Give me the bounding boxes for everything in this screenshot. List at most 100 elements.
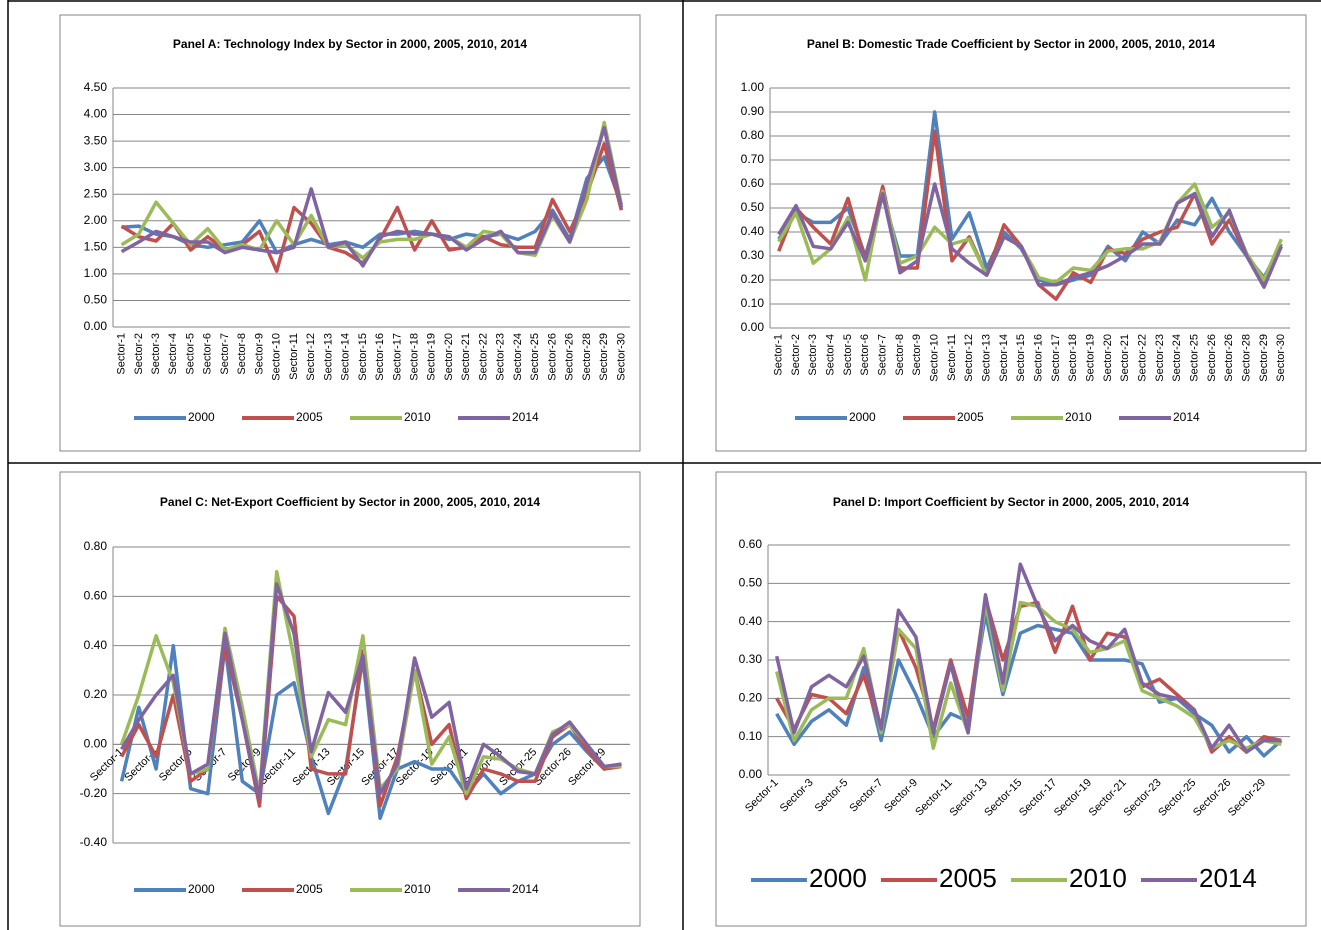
x-tick-label: Sector-11 <box>288 333 300 380</box>
x-tick-label: Sector-7 <box>877 334 889 376</box>
x-tick-label: Sector-26 <box>1223 334 1235 382</box>
y-tick-label: 0.40 <box>84 638 108 652</box>
x-tick-label: Sector-16 <box>374 333 386 381</box>
x-tick-label: Sector-19 <box>1085 334 1097 382</box>
x-tick-label: Sector-8 <box>894 334 906 376</box>
y-tick-label: 0.50 <box>84 293 108 307</box>
legend-label: 2010 <box>404 410 431 424</box>
legend-label: 2014 <box>512 882 539 896</box>
x-tick-label: Sector-29 <box>1258 334 1270 382</box>
y-tick-label: 0.40 <box>739 614 763 628</box>
x-tick-label: Sector-2 <box>133 333 145 375</box>
x-tick-label: Sector-1 <box>773 334 785 376</box>
x-tick-label: Sector-18 <box>408 333 420 381</box>
x-tick-label: Sector-3 <box>150 333 162 375</box>
x-tick-label: Sector-26 <box>1206 334 1218 382</box>
x-tick-label: Sector-10 <box>271 333 283 381</box>
y-tick-label: 0.00 <box>84 737 108 751</box>
x-tick-label: Sector-9 <box>911 334 923 376</box>
x-tick-label: Sector-2 <box>790 334 802 376</box>
y-tick-label: 1.00 <box>741 80 765 94</box>
x-tick-label: Sector-24 <box>1171 334 1183 382</box>
chart-title: Panel A: Technology Index by Sector in 2… <box>173 37 527 51</box>
y-tick-label: 0.00 <box>84 319 108 333</box>
y-tick-label: 0.00 <box>739 767 763 781</box>
x-tick-label: Sector-25 <box>529 333 541 381</box>
x-tick-label: Sector-21 <box>1119 334 1131 382</box>
y-tick-label: 0.80 <box>741 128 765 142</box>
y-tick-label: 3.00 <box>84 160 108 174</box>
x-tick-label: Sector-23 <box>495 333 507 381</box>
x-tick-label: Sector-19 <box>426 333 438 381</box>
legend-label: 2005 <box>957 410 984 424</box>
x-tick-label: Sector-3 <box>807 334 819 376</box>
legend-label: 2005 <box>939 863 997 893</box>
x-tick-label: Sector-8 <box>236 333 248 375</box>
legend-label: 2005 <box>296 410 323 424</box>
x-tick-label: Sector-28 <box>581 333 593 381</box>
y-tick-label: 0.10 <box>741 296 765 310</box>
legend-label: 2010 <box>1065 410 1092 424</box>
x-tick-label: Sector-25 <box>1189 334 1201 382</box>
x-tick-label: Sector-17 <box>391 333 403 381</box>
chart-title: Panel B: Domestic Trade Coefficient by S… <box>807 37 1216 51</box>
x-tick-label: Sector-30 <box>1275 334 1287 382</box>
y-tick-label: 1.00 <box>84 266 108 280</box>
x-tick-label: Sector-15 <box>1015 334 1027 382</box>
legend-label: 2010 <box>404 882 431 896</box>
y-tick-label: 0.10 <box>739 729 763 743</box>
x-tick-label: Sector-4 <box>167 333 179 375</box>
x-tick-label: Sector-6 <box>859 334 871 376</box>
x-tick-label: Sector-15 <box>357 333 369 381</box>
x-tick-label: Sector-28 <box>1241 334 1253 382</box>
x-tick-label: Sector-26 <box>564 333 576 381</box>
series-line <box>120 126 624 268</box>
chart-title: Panel D: Import Coefficient by Sector in… <box>833 495 1189 509</box>
x-tick-label: Sector-5 <box>842 334 854 376</box>
legend-label: 2014 <box>1173 410 1200 424</box>
x-tick-label: Sector-18 <box>1067 334 1079 382</box>
legend-label: 2014 <box>512 410 539 424</box>
y-tick-label: 0.20 <box>739 691 763 705</box>
legend-label: 2005 <box>296 882 323 896</box>
x-tick-label: Sector-7 <box>219 333 231 375</box>
y-tick-label: 0.50 <box>741 200 765 214</box>
x-tick-label: Sector-14 <box>998 334 1010 382</box>
x-tick-label: Sector-21 <box>460 333 472 381</box>
series-line <box>774 562 1282 754</box>
y-tick-label: 0.70 <box>741 152 765 166</box>
y-tick-label: 2.00 <box>84 213 108 227</box>
chart-area <box>59 14 641 452</box>
x-tick-label: Sector-17 <box>1050 334 1062 382</box>
y-tick-label: 0.30 <box>741 248 765 262</box>
y-tick-label: 0.60 <box>739 537 763 551</box>
series-line <box>777 182 1283 289</box>
x-tick-label: Sector-5 <box>184 333 196 375</box>
y-tick-label: 0.20 <box>84 687 108 701</box>
series-line <box>121 155 624 255</box>
y-tick-label: 0.20 <box>741 272 765 286</box>
x-tick-label: Sector-6 <box>202 333 214 375</box>
x-tick-label: Sector-12 <box>963 334 975 382</box>
legend-label: 2000 <box>809 863 867 893</box>
legend-label: 2000 <box>188 410 215 424</box>
x-tick-label: Sector-14 <box>340 333 352 381</box>
y-tick-label: 0.50 <box>739 576 763 590</box>
y-tick-label: 0.60 <box>84 589 108 603</box>
chart-area <box>715 471 1307 927</box>
x-tick-label: Sector-22 <box>1137 334 1149 382</box>
legend-label: 2010 <box>1069 863 1127 893</box>
y-tick-label: 3.50 <box>84 133 108 147</box>
y-tick-label: 0.40 <box>741 224 765 238</box>
x-tick-label: Sector-24 <box>512 333 524 381</box>
legend-label: 2000 <box>188 882 215 896</box>
x-tick-label: Sector-20 <box>443 333 455 381</box>
y-tick-label: 2.50 <box>84 186 108 200</box>
x-tick-label: Sector-13 <box>322 333 334 381</box>
legend-label: 2014 <box>1199 863 1257 893</box>
y-tick-label: 4.00 <box>84 107 108 121</box>
x-tick-label: Sector-4 <box>825 334 837 376</box>
y-tick-label: 0.30 <box>739 652 763 666</box>
